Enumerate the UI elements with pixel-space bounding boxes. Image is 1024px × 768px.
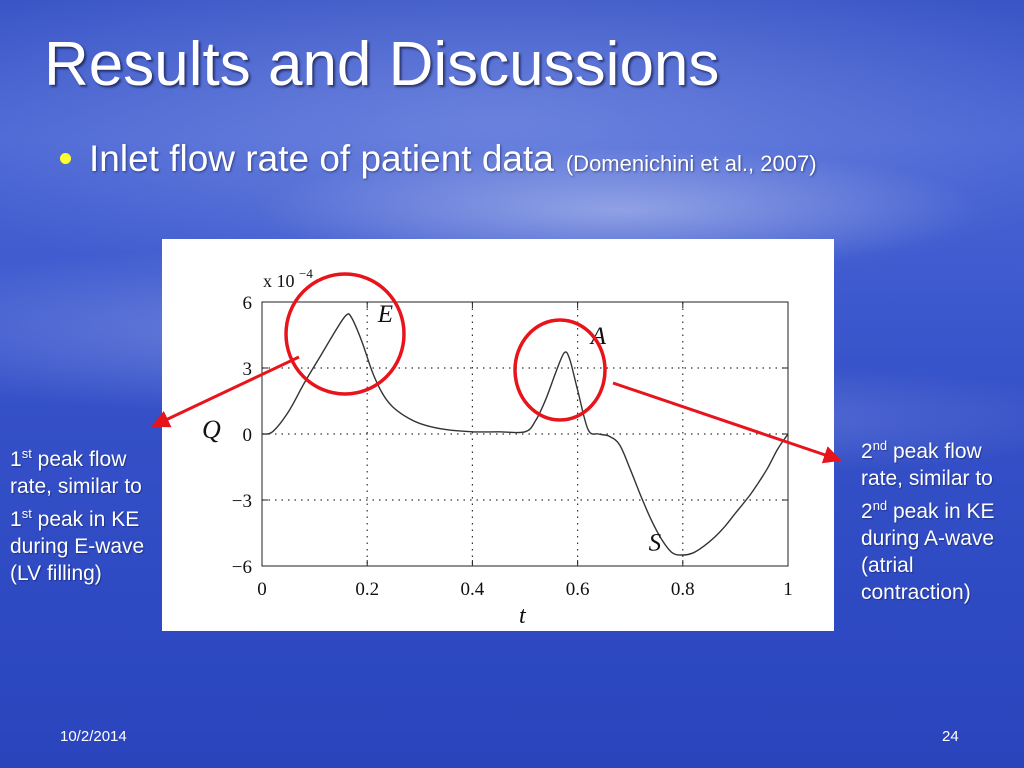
scale-factor-label: x 10 −4 [263, 266, 313, 291]
y-tick-label: 6 [243, 293, 253, 314]
page-number: 24 [942, 728, 959, 745]
x-tick-label: 0.6 [566, 579, 590, 600]
x-tick-label: 0.8 [671, 579, 695, 600]
y-axis-label: Q [202, 415, 221, 444]
peak-labels: E A S [377, 301, 662, 557]
y-tick-label: −6 [232, 557, 252, 578]
peak-label-s: S [649, 530, 662, 557]
chart-panel: 0 0.2 0.4 0.6 0.8 1 6 3 0 −3 −6 x 10 −4 Q t E A S [162, 239, 834, 631]
scale-factor-base: x 10 [263, 271, 295, 291]
bullet-item: Inlet flow rate of patient data (Domenic… [60, 138, 817, 180]
tick-labels: 0 0.2 0.4 0.6 0.8 1 6 3 0 −3 −6 [232, 293, 793, 600]
x-axis-label: t [519, 603, 527, 629]
x-tick-label: 0.4 [461, 579, 485, 600]
annotation-right: 2nd peak flow rate, similar to 2nd peak … [861, 438, 995, 604]
flow-rate-chart: 0 0.2 0.4 0.6 0.8 1 6 3 0 −3 −6 x 10 −4 Q t E A S [202, 266, 793, 629]
y-tick-label: −3 [232, 491, 252, 512]
grid [262, 302, 788, 566]
annotation-left: 1st peak flow rate, similar to 1st peak … [10, 446, 145, 585]
peak-label-e: E [377, 301, 393, 328]
x-tick-label: 0 [257, 579, 267, 600]
y-tick-label: 3 [243, 359, 253, 380]
footer-date: 10/2/2014 [60, 728, 127, 745]
citation: (Domenichini et al., 2007) [565, 151, 817, 176]
bullet-dot-icon [60, 153, 71, 164]
slide-title: Results and Discussions [44, 30, 720, 99]
y-tick-label: 0 [243, 425, 253, 446]
scale-factor-exponent: −4 [299, 266, 313, 281]
x-tick-label: 0.2 [355, 579, 379, 600]
bullet-text: Inlet flow rate of patient data [89, 138, 554, 179]
x-tick-label: 1 [783, 579, 793, 600]
peak-label-a: A [589, 323, 607, 350]
